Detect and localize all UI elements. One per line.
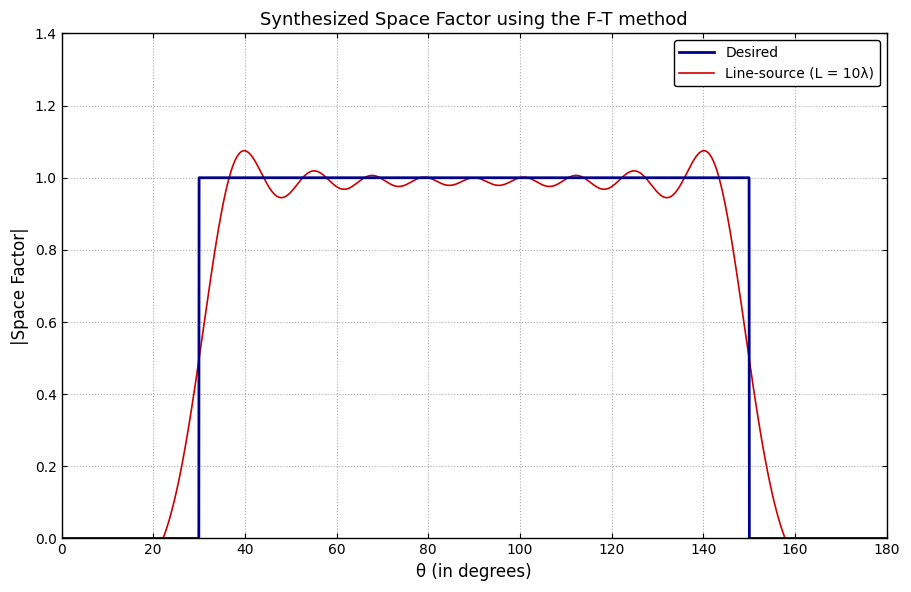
Y-axis label: |Space Factor|: |Space Factor|: [11, 227, 29, 345]
Line-source (L = 10λ): [150, 551, 161, 558]
Desired: [408, 174, 419, 181]
Line-source (L = 10λ): [776, 526, 787, 533]
Desired: [56, 535, 67, 542]
Line-source (L = 10λ): [127, 568, 138, 575]
Desired: [150, 535, 161, 542]
Line: Desired: Desired: [62, 178, 886, 539]
Line-source (L = 10λ): [409, 177, 420, 184]
Desired: [776, 535, 787, 542]
Legend: Desired, Line-source (L = 10λ): Desired, Line-source (L = 10λ): [674, 40, 880, 86]
Line-source (L = 10λ): [881, 551, 892, 558]
Line-source (L = 10λ): [239, 147, 250, 155]
Desired: [200, 174, 210, 181]
Line-source (L = 10λ): [865, 552, 876, 559]
Desired: [194, 174, 205, 181]
Line-source (L = 10λ): [373, 173, 384, 181]
Line: Line-source (L = 10λ): Line-source (L = 10λ): [62, 151, 886, 571]
Desired: [865, 535, 876, 542]
Line-source (L = 10λ): [56, 551, 67, 558]
Title: Synthesized Space Factor using the F-T method: Synthesized Space Factor using the F-T m…: [261, 11, 688, 29]
Desired: [373, 174, 384, 181]
X-axis label: θ (in degrees): θ (in degrees): [416, 563, 532, 581]
Desired: [881, 535, 892, 542]
Line-source (L = 10λ): [200, 315, 210, 322]
